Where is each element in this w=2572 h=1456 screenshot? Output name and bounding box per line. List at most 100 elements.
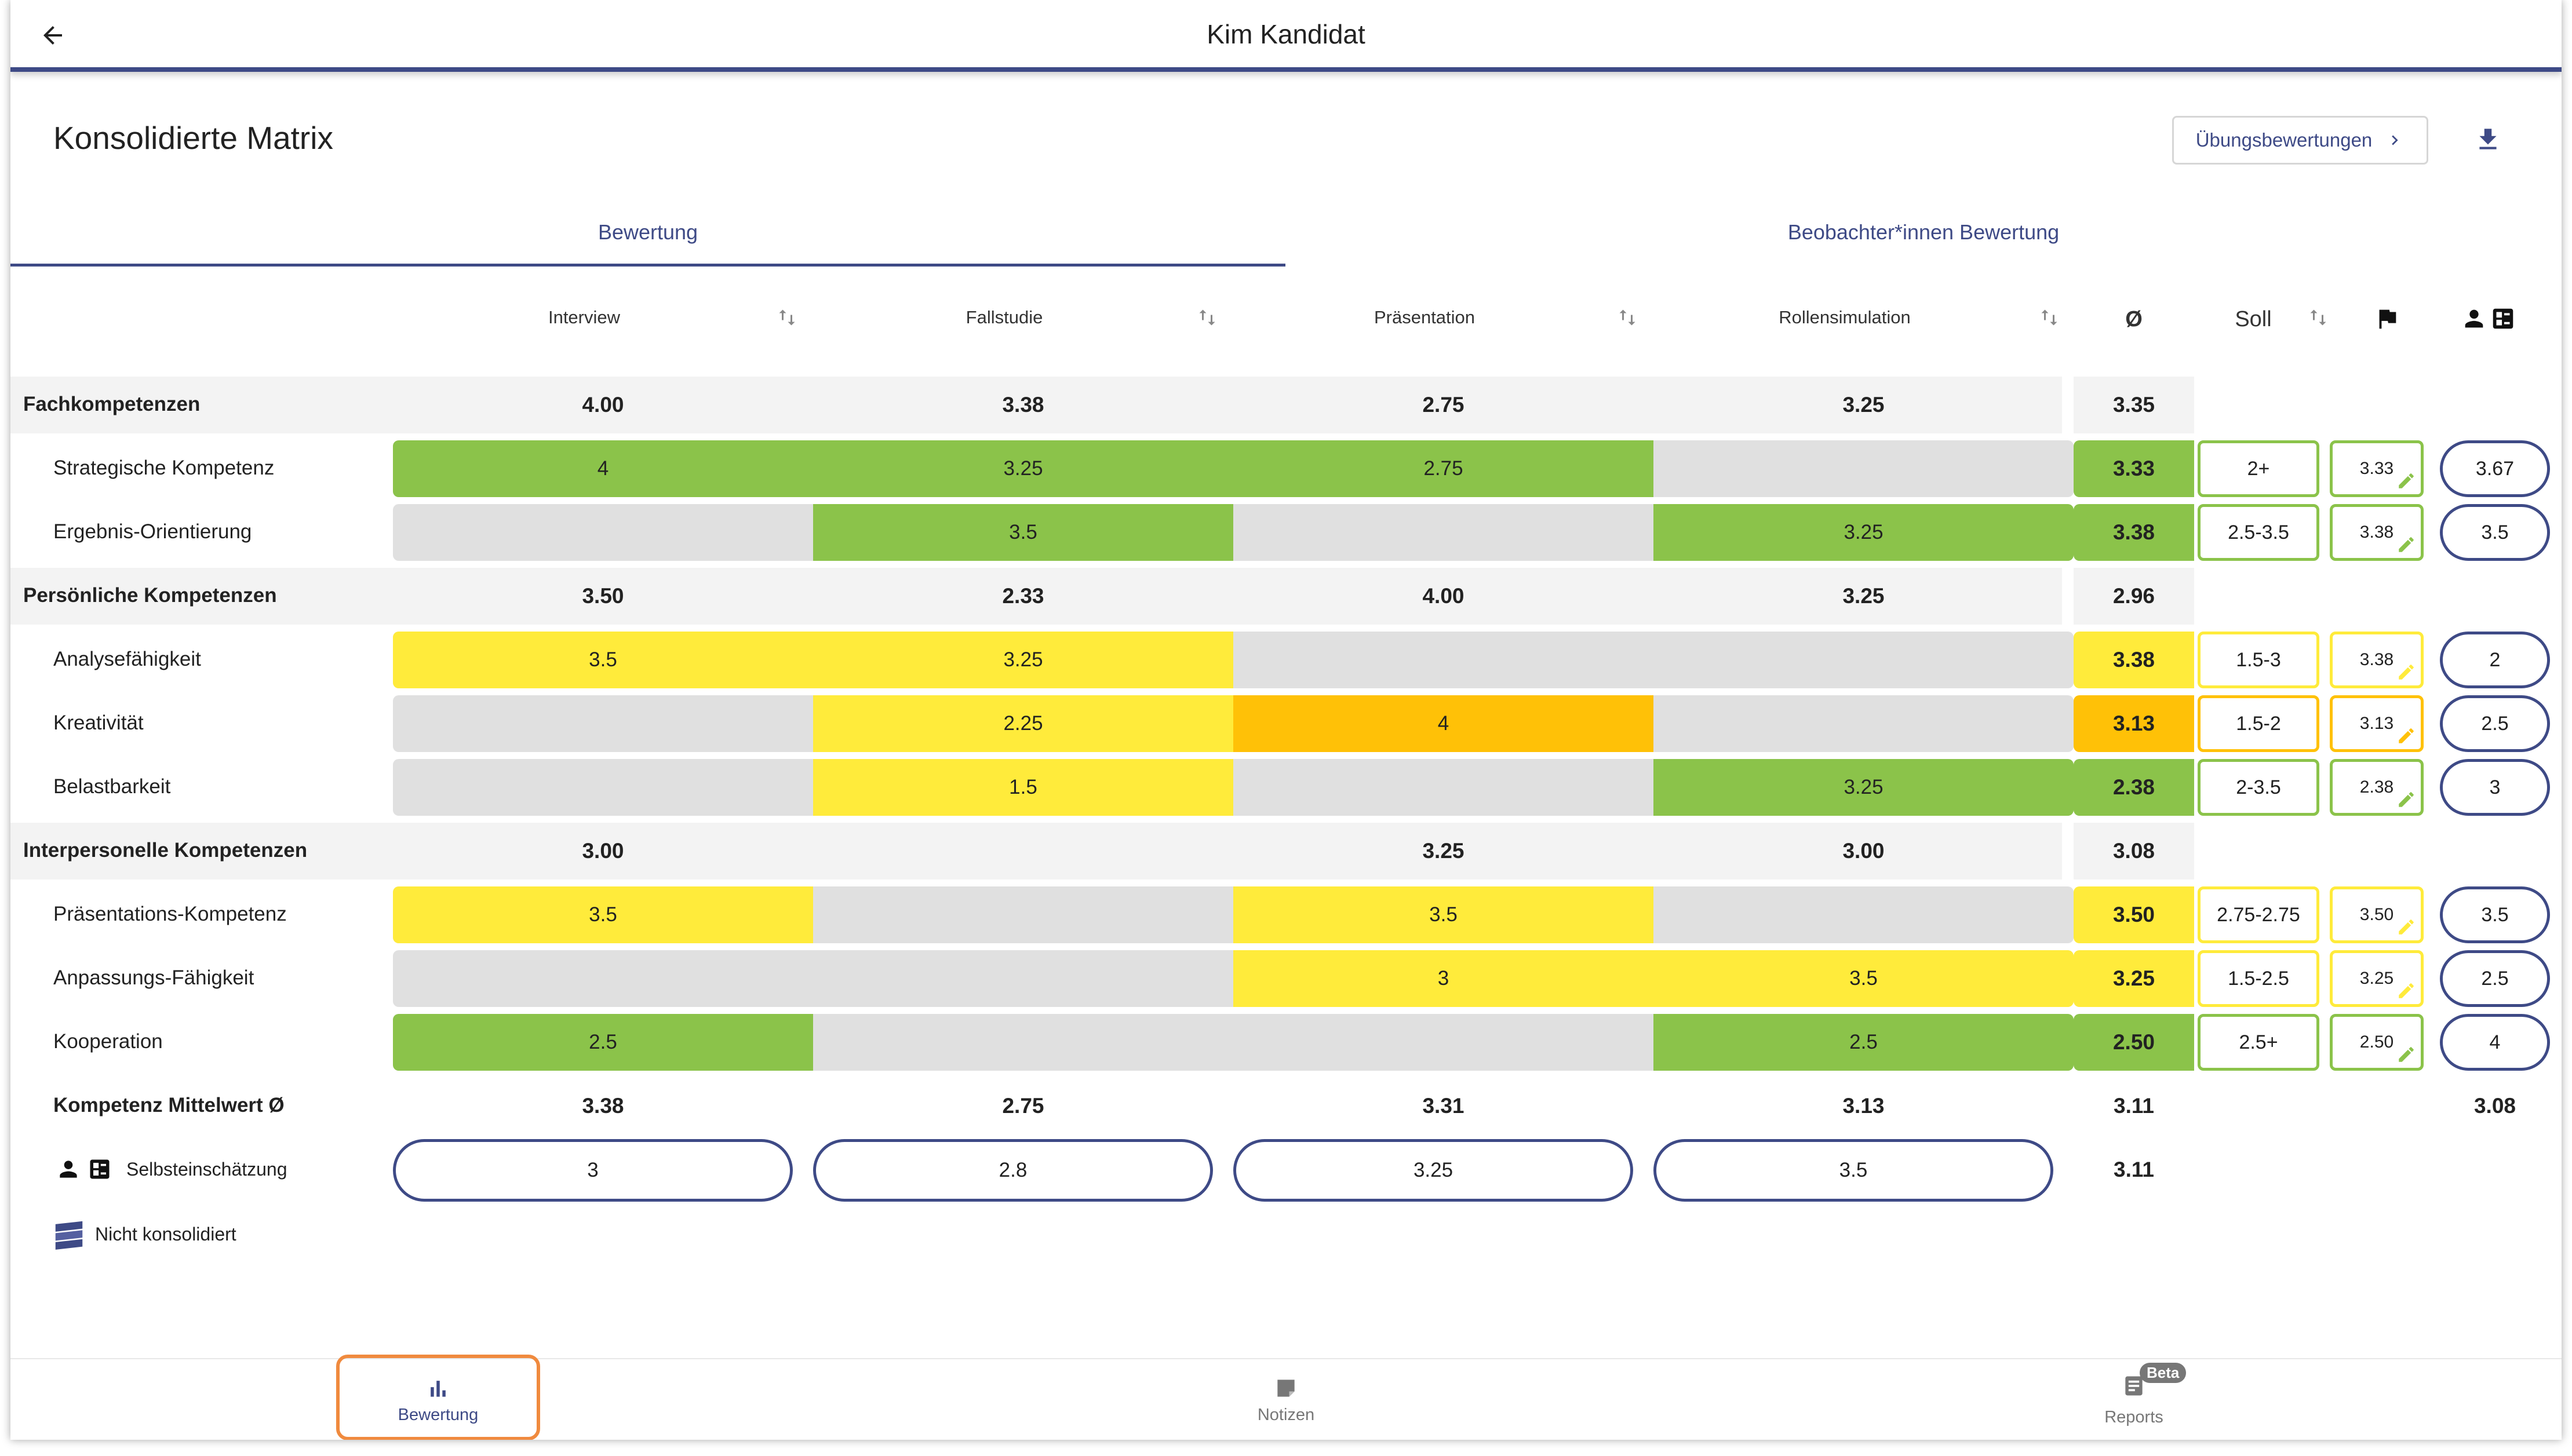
rating-cell[interactable]: 3.5 [1233,886,1653,943]
rating-cell[interactable] [813,1014,1233,1071]
rating-cell[interactable]: 3.25 [1653,504,2074,561]
category-value [813,823,1233,880]
rating-cell[interactable]: 3.25 [813,632,1233,688]
consolidated-value[interactable]: 2.50 [2330,1014,2424,1071]
self-assessment-value[interactable]: 3 [2440,759,2550,816]
active-nav-highlight [336,1355,540,1440]
pencil-icon[interactable] [2396,981,2416,1001]
rating-cell[interactable] [393,504,813,561]
self-assessment-value[interactable]: 3.5 [2440,504,2550,561]
pencil-icon[interactable] [2396,726,2416,746]
nav-item-notizen[interactable]: Notizen [1126,1359,1446,1440]
rating-cell[interactable]: 3.25 [813,440,1233,497]
rating-cell[interactable] [1233,759,1653,816]
pencil-icon[interactable] [2396,535,2416,554]
rating-cell[interactable]: 2.5 [393,1014,813,1071]
rating-cell[interactable]: 3.5 [393,886,813,943]
rating-cell[interactable] [393,695,813,752]
category-average: 3.08 [2112,839,2155,863]
nav-item-bewertung[interactable]: Bewertung [278,1359,598,1440]
competency-label: Kooperation [53,1030,163,1053]
consolidated-value[interactable]: 3.25 [2330,950,2424,1007]
tab-bewertung[interactable]: Bewertung [10,220,1285,267]
pencil-icon[interactable] [2396,1045,2416,1064]
consolidated-value[interactable]: 3.38 [2330,632,2424,688]
download-button[interactable] [2468,119,2508,160]
competency-average: 3.38 [2074,504,2194,561]
competency-average: 2.50 [2074,1014,2194,1071]
rating-cell[interactable] [1233,632,1653,688]
column-header-rollensimulation[interactable]: Rollensimulation [1779,307,1911,327]
pencil-icon[interactable] [2396,662,2416,682]
reports-icon [2125,1376,2143,1396]
self-assessment-value[interactable]: 2.5 [2440,950,2550,1007]
back-button[interactable] [32,15,73,56]
rating-cell[interactable]: 3.5 [1653,950,2074,1007]
app-frame: Kim Kandidat Konsolidierte Matrix Übungs… [10,0,2562,1440]
column-header-average: Ø [2125,307,2143,331]
sort-icon[interactable] [1197,306,1218,329]
rating-cell[interactable] [813,886,1233,943]
rating-cell[interactable] [813,950,1233,1007]
consolidated-value-text: 3.13 [2359,714,2394,733]
self-assessment-pill[interactable]: 3.25 [1233,1139,1633,1202]
self-assessment-value[interactable]: 2.5 [2440,695,2550,752]
self-assessment-value[interactable]: 3.5 [2440,886,2550,943]
rating-cell[interactable]: 3.25 [1653,759,2074,816]
rating-cell[interactable]: 3.5 [393,632,813,688]
self-assessment-label: Selbsteinschätzung [126,1159,287,1180]
sort-icon[interactable] [777,306,797,329]
pencil-icon[interactable] [2396,917,2416,937]
category-label: Interpersonelle Kompetenzen [23,839,308,862]
rating-cell[interactable] [393,950,813,1007]
rating-cell[interactable]: 3.5 [813,504,1233,561]
column-header-praesentation[interactable]: Präsentation [1374,307,1476,327]
self-assessment-average: 3.11 [2114,1158,2154,1181]
rating-cell[interactable] [1653,440,2074,497]
self-assessment-pill[interactable]: 2.8 [813,1139,1213,1202]
competency-label: Belastbarkeit [53,775,171,798]
column-header-soll[interactable]: Soll [2235,307,2272,331]
mean-value: 3.38 [582,1094,624,1118]
self-assessment-value[interactable]: 4 [2440,1014,2550,1071]
consolidated-value[interactable]: 3.13 [2330,695,2424,752]
pencil-icon[interactable] [2396,471,2416,491]
rating-cell[interactable]: 3 [1233,950,1653,1007]
self-assessment-value[interactable]: 3.67 [2440,440,2550,497]
rating-cell[interactable]: 4 [1233,695,1653,752]
nav-item-reports[interactable]: Beta Reports [1974,1359,2294,1440]
mean-row-label: Kompetenz Mittelwert Ø [53,1094,285,1116]
rating-cell[interactable] [1653,886,2074,943]
rating-cell[interactable]: 2.25 [813,695,1233,752]
rating-cell[interactable] [1233,504,1653,561]
exercise-ratings-button[interactable]: Übungsbewertungen [2172,116,2428,165]
consolidated-value[interactable]: 2.38 [2330,759,2424,816]
consolidated-value[interactable]: 3.33 [2330,440,2424,497]
competency-average: 3.50 [2074,886,2194,943]
rating-cell[interactable]: 4 [393,440,813,497]
sort-icon[interactable] [1617,306,1638,329]
soll-value: 2-3.5 [2198,759,2319,816]
bottom-navigation: Bewertung Notizen Beta Reports [10,1358,2562,1440]
self-assessment-value[interactable]: 2 [2440,632,2550,688]
rating-cell[interactable]: 2.5 [1653,1014,2074,1071]
rating-cell[interactable] [1233,1014,1653,1071]
self-assessment-pill[interactable]: 3 [393,1139,793,1202]
rating-cell[interactable] [393,759,813,816]
rating-cell[interactable] [1653,632,2074,688]
tab-beobachter-bewertung[interactable]: Beobachter*innen Bewertung [1787,220,2060,244]
soll-value: 2.5+ [2198,1014,2319,1071]
sort-icon[interactable] [2039,306,2060,329]
category-average-background [2074,823,2194,880]
pencil-icon[interactable] [2396,790,2416,809]
rating-cell[interactable]: 2.75 [1233,440,1653,497]
consolidated-value[interactable]: 3.50 [2330,886,2424,943]
column-header-fallstudie[interactable]: Fallstudie [966,307,1043,327]
self-assessment-pill[interactable]: 3.5 [1653,1139,2053,1202]
rating-cell[interactable]: 1.5 [813,759,1233,816]
rating-cell[interactable] [1653,695,2074,752]
sort-icon[interactable] [2308,306,2329,329]
column-header-interview[interactable]: Interview [548,307,621,327]
category-average: 2.96 [2112,584,2155,608]
consolidated-value[interactable]: 3.38 [2330,504,2424,561]
